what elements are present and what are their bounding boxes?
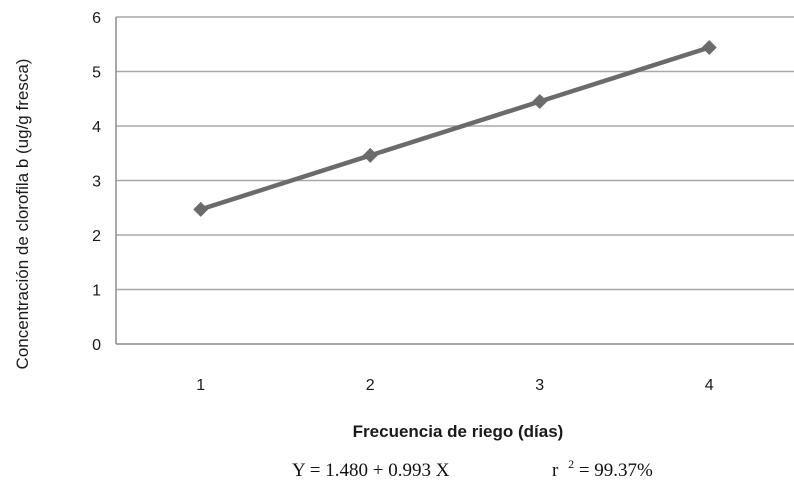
r-squared-value: = 99.37%	[579, 460, 653, 481]
y-tick-label-4: 4	[92, 119, 101, 136]
r-squared-annotation: r 2 = 99.37%	[552, 452, 653, 481]
x-axis-label: Frecuencia de riego (días)	[353, 422, 564, 441]
x-tick-label-4: 4	[705, 377, 714, 394]
x-tick-label-2: 2	[366, 377, 375, 394]
r-squared-exponent: 2	[568, 457, 574, 471]
y-tick-label-5: 5	[92, 65, 101, 82]
y-axis-label: Concentración de clorofila b (ug/g fresc…	[13, 59, 32, 370]
y-tick-label-0: 0	[92, 337, 101, 354]
data-point-2	[362, 147, 378, 163]
y-tick-labels: 0 1 2 3 4 5 6	[92, 10, 101, 354]
y-tick-label-2: 2	[92, 228, 101, 245]
y-tick-label-6: 6	[92, 10, 101, 27]
data-point-1	[193, 201, 209, 217]
x-tick-label-1: 1	[196, 377, 205, 394]
series-line	[200, 45, 710, 212]
grid-lines	[116, 16, 794, 291]
x-tick-labels: 1 2 3 4	[196, 377, 714, 394]
r-squared-symbol: r	[552, 460, 559, 481]
data-points	[193, 40, 717, 217]
data-point-4	[701, 40, 717, 56]
y-tick-label-3: 3	[92, 174, 101, 191]
regression-equation: Y = 1.480 + 0.993 X	[292, 460, 450, 481]
data-point-3	[532, 93, 548, 109]
y-tick-label-1: 1	[92, 283, 101, 300]
x-tick-label-3: 3	[535, 377, 544, 394]
